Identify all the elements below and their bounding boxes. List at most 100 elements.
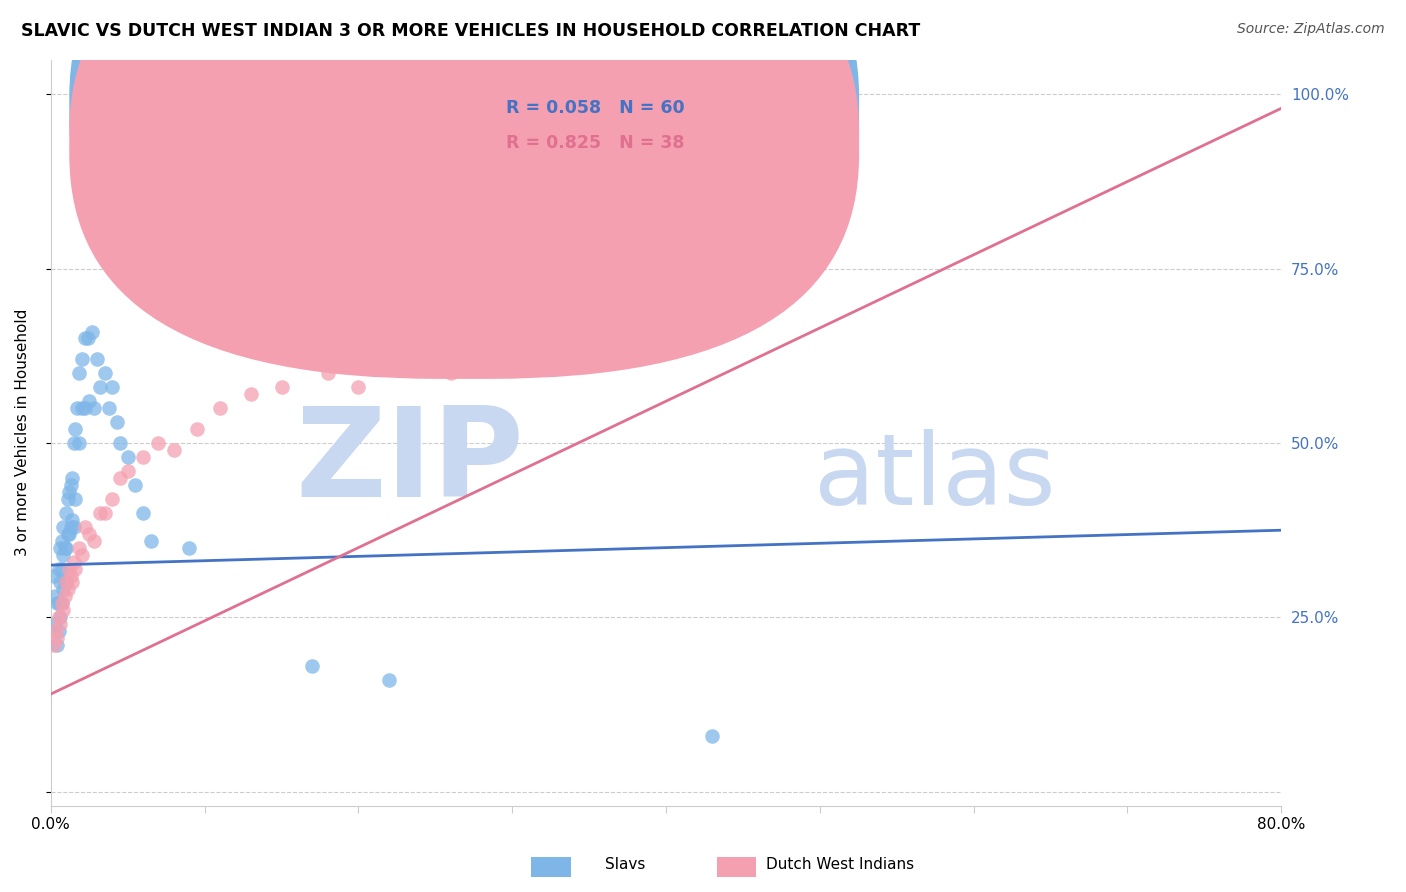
Point bbox=[58, 561, 80, 575]
Point bbox=[53, 590, 76, 604]
Point bbox=[59, 519, 82, 533]
Point bbox=[46, 632, 69, 646]
Point bbox=[65, 491, 87, 506]
Point bbox=[101, 380, 124, 394]
Y-axis label: 3 or more Vehicles in Household: 3 or more Vehicles in Household bbox=[15, 309, 30, 557]
Text: R = 0.058   N = 60: R = 0.058 N = 60 bbox=[506, 99, 685, 117]
Point bbox=[56, 582, 79, 597]
Point bbox=[51, 561, 73, 575]
FancyBboxPatch shape bbox=[420, 70, 783, 168]
Point bbox=[55, 575, 77, 590]
Point bbox=[60, 513, 83, 527]
Point bbox=[132, 450, 155, 464]
Text: SLAVIC VS DUTCH WEST INDIAN 3 OR MORE VEHICLES IN HOUSEHOLD CORRELATION CHART: SLAVIC VS DUTCH WEST INDIAN 3 OR MORE VE… bbox=[21, 22, 921, 40]
Point bbox=[56, 526, 79, 541]
Point bbox=[56, 491, 79, 506]
Point bbox=[52, 548, 75, 562]
Point bbox=[86, 352, 108, 367]
Point bbox=[48, 596, 70, 610]
Text: ZIP: ZIP bbox=[295, 402, 524, 523]
Point bbox=[76, 331, 98, 345]
Point bbox=[186, 422, 208, 436]
Point bbox=[48, 624, 70, 639]
Point bbox=[46, 596, 69, 610]
Point bbox=[409, 352, 432, 367]
Point bbox=[60, 575, 83, 590]
Point bbox=[117, 450, 139, 464]
Point bbox=[316, 367, 339, 381]
Point bbox=[77, 394, 100, 409]
Point bbox=[73, 519, 96, 533]
Point bbox=[83, 401, 105, 416]
Point bbox=[55, 575, 77, 590]
Point bbox=[347, 380, 370, 394]
Point bbox=[63, 436, 86, 450]
Point bbox=[67, 436, 90, 450]
Point bbox=[53, 541, 76, 555]
Point bbox=[66, 401, 89, 416]
Point bbox=[301, 659, 323, 673]
Point bbox=[60, 471, 83, 485]
Point bbox=[52, 603, 75, 617]
Point bbox=[49, 541, 72, 555]
Point bbox=[77, 526, 100, 541]
Point bbox=[89, 380, 111, 394]
Point bbox=[139, 533, 162, 548]
Point bbox=[98, 401, 121, 416]
FancyBboxPatch shape bbox=[69, 0, 859, 343]
Point bbox=[46, 638, 69, 652]
Point bbox=[105, 415, 128, 429]
Point bbox=[52, 582, 75, 597]
Point bbox=[440, 367, 463, 381]
Point bbox=[48, 610, 70, 624]
Point bbox=[73, 401, 96, 416]
Text: Source: ZipAtlas.com: Source: ZipAtlas.com bbox=[1237, 22, 1385, 37]
Point bbox=[51, 596, 73, 610]
Point bbox=[239, 387, 262, 401]
Point bbox=[65, 422, 87, 436]
Point bbox=[49, 610, 72, 624]
Point bbox=[53, 575, 76, 590]
Point bbox=[132, 506, 155, 520]
Text: atlas: atlas bbox=[814, 429, 1056, 526]
Text: Slavs: Slavs bbox=[605, 857, 645, 872]
Point bbox=[93, 367, 115, 381]
Point bbox=[49, 617, 72, 632]
Point bbox=[470, 213, 492, 227]
Point bbox=[58, 526, 80, 541]
Point bbox=[67, 541, 90, 555]
Point bbox=[63, 519, 86, 533]
Point bbox=[44, 617, 66, 632]
Point bbox=[108, 471, 131, 485]
Point bbox=[93, 506, 115, 520]
Point bbox=[59, 478, 82, 492]
Point bbox=[44, 624, 66, 639]
Point bbox=[59, 568, 82, 582]
Point bbox=[179, 541, 201, 555]
Point bbox=[44, 590, 66, 604]
Point bbox=[63, 555, 86, 569]
Point bbox=[70, 401, 93, 416]
Point bbox=[52, 519, 75, 533]
Point bbox=[82, 325, 104, 339]
Point bbox=[65, 561, 87, 575]
Point bbox=[42, 568, 65, 582]
Point bbox=[70, 548, 93, 562]
Point bbox=[101, 491, 124, 506]
Point bbox=[148, 436, 170, 450]
Point bbox=[48, 561, 70, 575]
Text: Dutch West Indians: Dutch West Indians bbox=[766, 857, 914, 872]
Point bbox=[51, 596, 73, 610]
Point bbox=[58, 484, 80, 499]
FancyBboxPatch shape bbox=[69, 0, 859, 379]
Point bbox=[67, 367, 90, 381]
Point bbox=[70, 352, 93, 367]
Point bbox=[42, 638, 65, 652]
Point bbox=[83, 533, 105, 548]
Point bbox=[700, 729, 723, 743]
Point bbox=[163, 443, 186, 458]
Point bbox=[51, 533, 73, 548]
Point bbox=[208, 401, 231, 416]
Point bbox=[108, 436, 131, 450]
Text: R = 0.825   N = 38: R = 0.825 N = 38 bbox=[506, 134, 685, 153]
